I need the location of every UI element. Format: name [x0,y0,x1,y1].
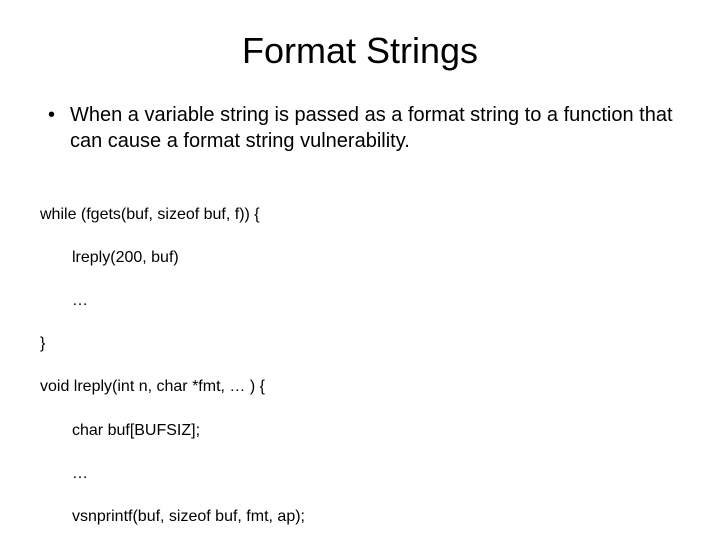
code-line: } [40,333,680,355]
code-line: void lreply(int n, char *fmt, … ) { [40,376,680,398]
code-line: while (fgets(buf, sizeof buf, f)) { [40,204,680,226]
code-line: char buf[BUFSIZ]; [40,420,680,442]
code-line: … [40,290,680,312]
code-line: lreply(200, buf) [40,247,680,269]
code-line: … [40,463,680,485]
code-line: vsnprintf(buf, sizeof buf, fmt, ap); [40,506,680,528]
slide: Format Strings • When a variable string … [0,0,720,540]
code-block: while (fgets(buf, sizeof buf, f)) { lrep… [40,182,680,540]
bullet-text: When a variable string is passed as a fo… [70,102,680,154]
bullet-marker: • [48,102,70,128]
slide-title: Format Strings [40,30,680,72]
bullet-item: • When a variable string is passed as a … [40,102,680,154]
